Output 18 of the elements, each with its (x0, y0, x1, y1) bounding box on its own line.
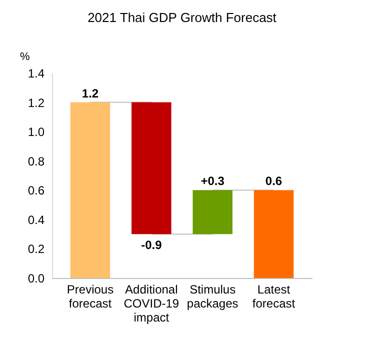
data-label: +0.3 (200, 174, 225, 188)
y-tick-label: 0.6 (28, 184, 45, 198)
data-label: 1.2 (82, 86, 99, 100)
y-tick-label: 1.0 (28, 125, 45, 140)
y-tick-label: 0.4 (28, 212, 45, 227)
x-tick-label: Previous forecast (66, 282, 114, 310)
y-tick-label: 0.0 (28, 272, 45, 286)
x-tick-label: Stimulus packages (186, 282, 238, 310)
y-tick-label: 0.2 (28, 242, 45, 256)
y-axis-title: % (20, 51, 30, 63)
x-tick-label: Additional COVID-19 impact (124, 282, 180, 324)
y-tick-label: 0.8 (28, 154, 45, 168)
x-tick-label: Latest forecast (252, 282, 296, 310)
y-tick-label: 1.2 (28, 96, 45, 110)
y-tick-label: 1.4 (28, 66, 45, 80)
chart-title: 2021 Thai GDP Growth Forecast (88, 10, 277, 25)
data-label: 0.6 (265, 174, 282, 188)
data-label: -0.9 (141, 238, 162, 252)
